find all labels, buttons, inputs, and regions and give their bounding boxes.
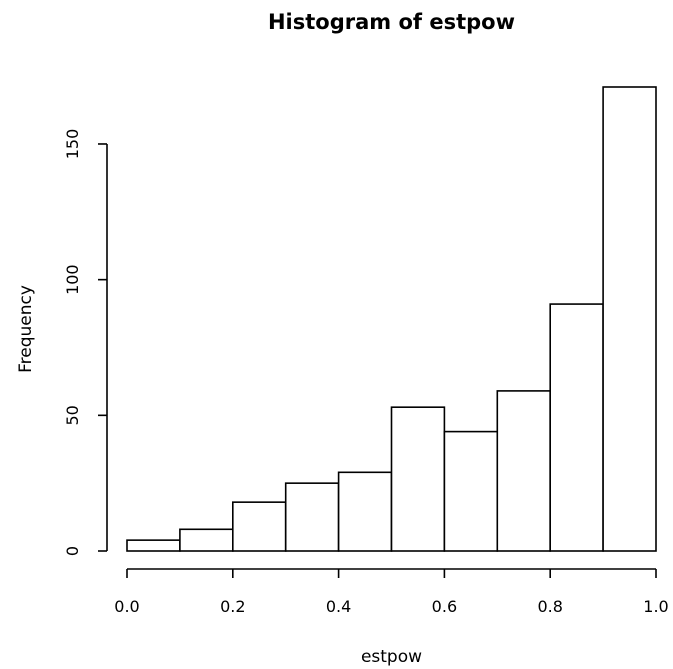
histogram-bar-3 [232,501,287,552]
x-tick-label-3: 0.6 [432,597,457,616]
chart-title: Histogram of estpow [268,10,515,34]
y-tick-label-1: 50 [63,405,82,425]
x-tick-label-1: 0.2 [220,597,245,616]
x-axis: 0.0 0.2 0.4 0.6 0.8 1.0 [114,568,669,616]
histogram-bar-2 [179,528,234,552]
y-tick-label-2: 100 [63,264,82,295]
x-tick-label-0: 0.0 [114,597,139,616]
y-tick-label-0: 0 [63,546,82,556]
histogram-bar-5 [337,471,393,552]
x-axis-label: estpow [361,647,422,667]
histogram-bar-4 [284,482,340,552]
y-axis: 0 50 100 150 [63,129,108,556]
x-tick-label-5: 1.0 [643,597,668,616]
y-axis-label: Frequency [16,285,36,373]
x-tick-label-4: 0.8 [537,597,562,616]
y-tick-label-3: 150 [63,129,82,160]
histogram-bar-7 [443,430,499,552]
histogram-bar-10 [602,86,657,552]
histogram-bar-6 [390,406,446,552]
histogram-bar-8 [496,390,551,552]
histogram-bar-9 [549,303,604,552]
x-tick-label-2: 0.4 [326,597,351,616]
histogram-bar-1 [126,539,181,552]
bars-group [126,86,657,552]
